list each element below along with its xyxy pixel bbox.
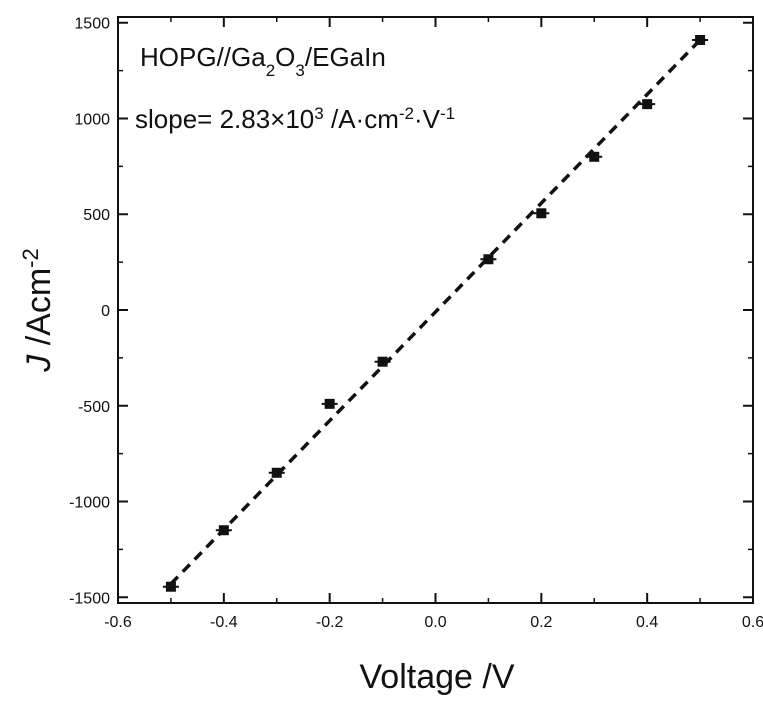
y-axis-title-main: /Acm — [20, 268, 58, 355]
data-point — [536, 208, 547, 219]
data-point — [165, 581, 176, 592]
y-tick-label: -500 — [78, 399, 110, 416]
data-point — [377, 356, 388, 367]
annotation-segment: 2 — [266, 61, 275, 80]
annotation-segment: -2 — [399, 104, 414, 123]
data-point — [695, 34, 706, 45]
x-tick-label: -0.2 — [316, 614, 344, 631]
annotation-segment: 3 — [295, 61, 304, 80]
data-point — [218, 525, 229, 536]
annotation-segment: 3 — [314, 104, 323, 123]
annotation-segment: /A·cm — [324, 104, 399, 134]
data-point — [483, 254, 494, 265]
annotation-segment: O — [275, 42, 295, 72]
x-tick-label: 0.2 — [530, 614, 552, 631]
annotation-segment: HOPG//Ga — [140, 42, 266, 72]
data-points-layer — [162, 34, 709, 592]
y-axis-title-italic: J — [20, 354, 58, 373]
y-tick-label: -1500 — [69, 590, 110, 607]
data-point — [642, 99, 653, 110]
fit-line-layer — [169, 38, 702, 586]
y-axis-ticks: -1500 -1000 -500 0 500 1000 1500 — [69, 16, 753, 607]
x-axis-ticks: -0.6 -0.4 -0.2 0.0 0.2 0.4 0.6 — [104, 17, 763, 631]
data-point — [324, 398, 335, 409]
x-tick-label: 0.4 — [636, 614, 658, 631]
fit-line — [169, 38, 702, 586]
y-tick-label: 500 — [83, 207, 110, 224]
x-tick-label: -0.6 — [104, 614, 132, 631]
y-tick-label: 0 — [101, 303, 110, 320]
y-axis-title: J /Acm-2 — [18, 248, 59, 372]
annotation-segment: /EGaIn — [305, 42, 386, 72]
data-point — [589, 151, 600, 162]
annotation-segment: -1 — [440, 104, 455, 123]
data-point — [271, 467, 282, 478]
x-tick-label: 0.6 — [742, 614, 763, 631]
y-tick-label: -1000 — [69, 495, 110, 512]
y-tick-label: 1500 — [74, 16, 110, 33]
x-tick-label: -0.4 — [210, 614, 238, 631]
annotation-segment: ·V — [414, 104, 441, 134]
annotation-sample: HOPG//Ga2O3/EGaIn — [140, 42, 386, 80]
x-axis-title: Voltage /V — [359, 658, 514, 696]
x-tick-label: 0.0 — [424, 614, 446, 631]
y-tick-label: 1000 — [74, 111, 110, 128]
annotation-segment: slope= 2.83×10 — [135, 104, 314, 134]
annotation-slope: slope= 2.83×103 /A·cm-2·V-1 — [135, 104, 455, 135]
y-axis-title-sup: -2 — [18, 248, 43, 268]
